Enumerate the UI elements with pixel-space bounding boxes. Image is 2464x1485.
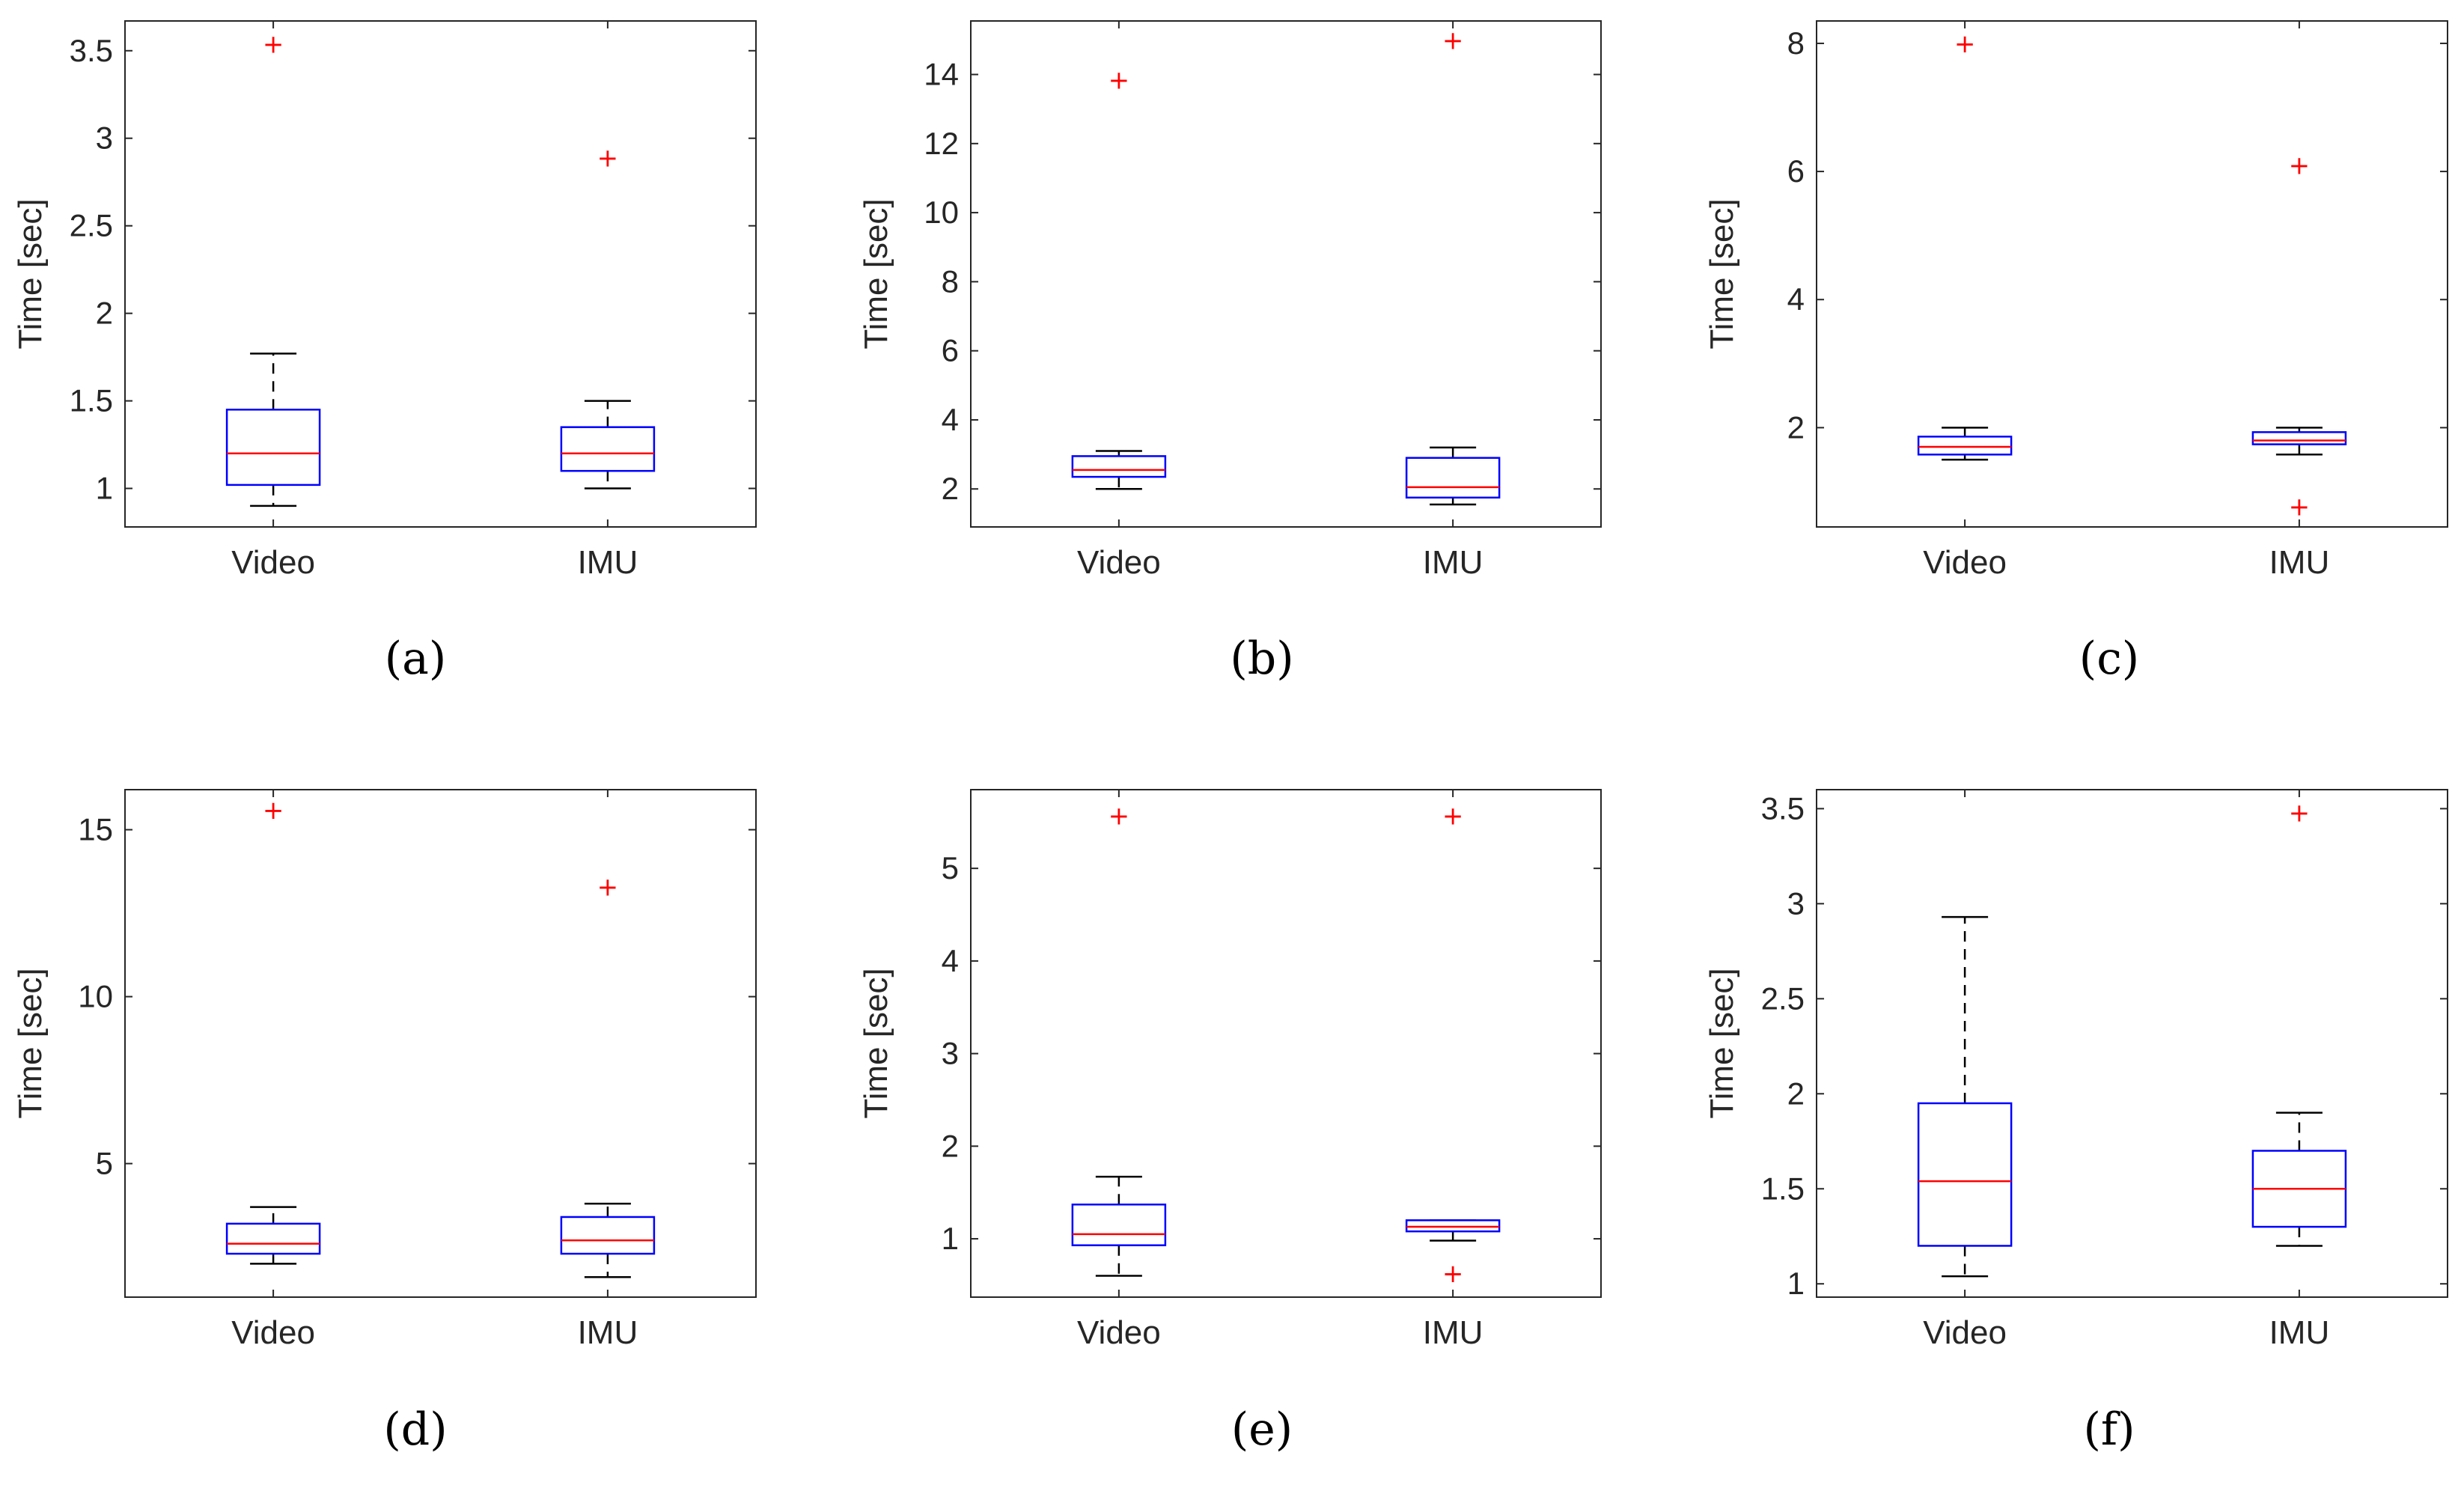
x-category-label: Video	[231, 1314, 315, 1351]
iqr-box	[1917, 436, 2013, 456]
outlier-marker: +	[1442, 802, 1464, 832]
y-tick-label: 2	[942, 1128, 959, 1163]
y-tick-label: 2.5	[1761, 981, 1805, 1016]
iqr-box	[1071, 455, 1167, 478]
outlier-marker: +	[1442, 25, 1464, 55]
panel-caption: (d)	[383, 1403, 447, 1456]
y-tick-label: 5	[96, 1146, 113, 1181]
y-tick-label: 12	[924, 126, 959, 161]
panel-4: 1 2 3 4 5 Time [sec] Video + IMU + + (e)	[858, 789, 1602, 1456]
y-tick-label: 4	[942, 943, 959, 978]
y-tick-label: 2	[1787, 409, 1805, 445]
iqr-box	[2251, 431, 2347, 445]
y-tick-label: 2	[96, 296, 113, 331]
outlier-marker: +	[1442, 1259, 1464, 1289]
axes-frame	[1816, 789, 2448, 1298]
iqr-box	[560, 1216, 656, 1255]
x-category-label: IMU	[2269, 1314, 2330, 1351]
y-axis-label: Time [sec]	[12, 968, 49, 1118]
iqr-box	[1917, 1102, 2013, 1247]
y-tick-label: 1	[942, 1221, 959, 1256]
y-tick-label: 2	[1787, 1076, 1805, 1111]
outlier-marker: +	[263, 29, 284, 59]
panel-caption: (a)	[385, 632, 447, 685]
y-tick-label: 6	[942, 333, 959, 368]
y-tick-label: 1	[1787, 1266, 1805, 1301]
panel-0: 1 1.5 2 2.5 3 3.5 Time [sec] Video + IMU + (a)	[12, 20, 757, 685]
x-category-label: Video	[1077, 544, 1161, 581]
panel-caption: (f)	[2083, 1403, 2135, 1456]
axes-frame	[124, 20, 757, 528]
y-tick-label: 3	[942, 1036, 959, 1071]
outlier-marker: +	[2289, 493, 2311, 522]
axes-frame	[970, 789, 1602, 1298]
panel-1: 2 4 6 8 10 12 14 Time [sec] Video + IMU + (b)	[858, 20, 1602, 685]
panel-2: 2 4 6 8 Time [sec] Video + IMU + + (c)	[1704, 20, 2448, 685]
iqr-box	[225, 1222, 321, 1255]
y-tick-label: 2.5	[70, 208, 113, 243]
panel-5: 1 1.5 2 2.5 3 3.5 Time [sec] Video IMU + (f)	[1704, 789, 2448, 1456]
y-tick-label: 3.5	[70, 33, 113, 68]
iqr-box	[1405, 457, 1501, 499]
x-category-label: Video	[231, 544, 315, 581]
y-tick-label: 14	[924, 57, 959, 92]
y-axis-label: Time [sec]	[1704, 198, 1740, 349]
y-tick-label: 8	[1787, 25, 1805, 61]
outlier-marker: +	[2289, 798, 2311, 828]
x-category-label: Video	[1077, 1314, 1161, 1351]
axes-frame	[1816, 20, 2448, 528]
outlier-marker: +	[1954, 29, 1976, 59]
outlier-marker: +	[2289, 151, 2311, 181]
y-axis-label: Time [sec]	[1704, 968, 1740, 1118]
axes-frame	[124, 789, 757, 1298]
y-axis-label: Time [sec]	[858, 968, 894, 1118]
iqr-box	[225, 409, 321, 487]
x-category-label: IMU	[1423, 1314, 1483, 1351]
x-category-label: Video	[1923, 1314, 2007, 1351]
x-category-label: IMU	[2269, 544, 2330, 581]
panel-caption: (b)	[1230, 632, 1293, 685]
x-category-label: IMU	[578, 544, 638, 581]
y-tick-label: 8	[942, 263, 959, 299]
y-tick-label: 6	[1787, 153, 1805, 189]
iqr-box	[1071, 1204, 1167, 1246]
y-tick-label: 3.5	[1761, 790, 1805, 826]
y-tick-label: 4	[942, 402, 959, 437]
outlier-marker: +	[597, 143, 619, 173]
panel-caption: (e)	[1231, 1403, 1293, 1456]
y-tick-label: 1.5	[1761, 1171, 1805, 1206]
y-tick-label: 3	[96, 121, 113, 156]
outlier-marker: +	[1109, 802, 1130, 832]
y-tick-label: 5	[942, 850, 959, 885]
y-tick-label: 4	[1787, 281, 1805, 317]
y-axis-label: Time [sec]	[858, 198, 894, 349]
outlier-marker: +	[597, 872, 619, 902]
outlier-marker: +	[263, 796, 284, 826]
y-tick-label: 1.5	[70, 383, 113, 418]
y-tick-label: 15	[78, 812, 113, 847]
x-category-label: IMU	[1423, 544, 1483, 581]
iqr-box	[560, 426, 656, 472]
y-tick-label: 3	[1787, 885, 1805, 921]
y-tick-label: 10	[78, 979, 113, 1014]
panel-3: 5 10 15 Time [sec] Video + IMU + (d)	[12, 789, 757, 1456]
y-tick-label: 10	[924, 195, 959, 230]
panel-caption: (c)	[2079, 632, 2139, 685]
y-tick-label: 2	[942, 471, 959, 506]
x-category-label: Video	[1923, 544, 2007, 581]
outlier-marker: +	[1109, 65, 1130, 95]
y-axis-label: Time [sec]	[12, 198, 49, 349]
x-category-label: IMU	[578, 1314, 638, 1351]
y-tick-label: 1	[96, 471, 113, 506]
axes-frame	[970, 20, 1602, 528]
